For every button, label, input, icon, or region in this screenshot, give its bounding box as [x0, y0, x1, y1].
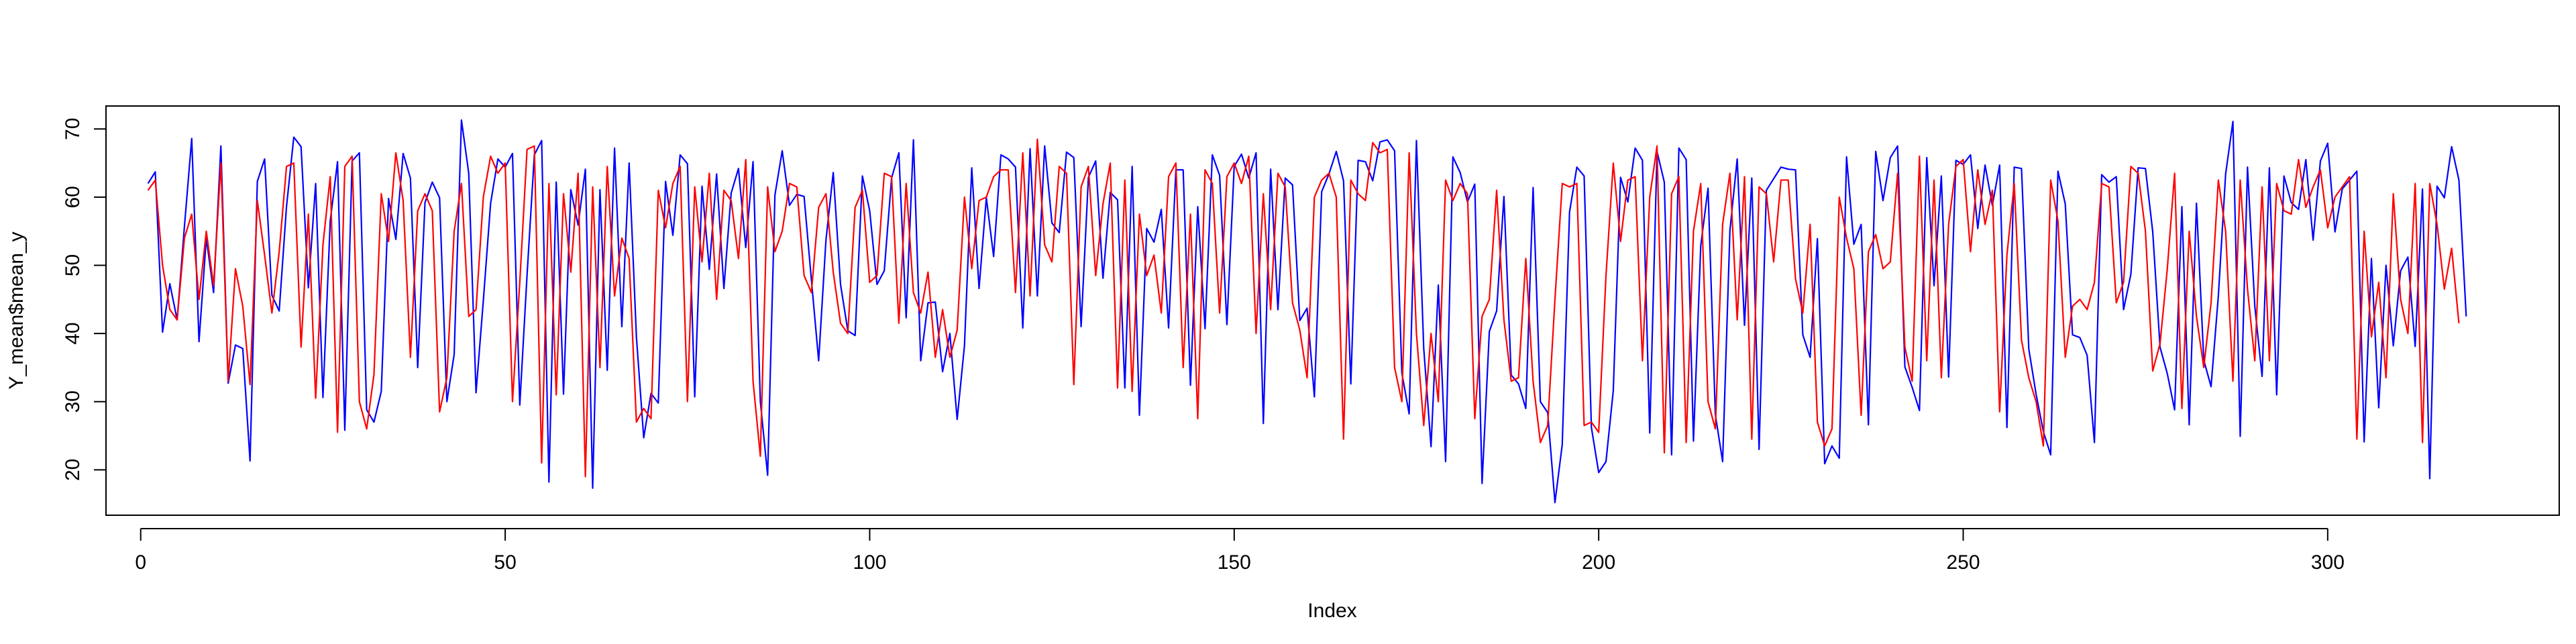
x-tick-label: 200	[1582, 551, 1615, 574]
y-tick-label: 20	[62, 459, 84, 481]
x-tick-label: 100	[853, 551, 886, 574]
y-tick-label: 30	[62, 390, 84, 413]
x-tick-label: 300	[2311, 551, 2345, 574]
x-tick-label: 150	[1218, 551, 1251, 574]
x-tick-label: 50	[494, 551, 516, 574]
y-tick-label: 60	[62, 186, 84, 208]
x-axis: 0 50 100 150 200 250 300	[135, 528, 2345, 574]
y-axis: 20 30 40 50 60 70	[62, 118, 107, 481]
x-axis-label: Index	[1307, 600, 1356, 622]
y-tick-label: 70	[62, 118, 84, 140]
y-tick-label: 50	[62, 254, 84, 276]
y-tick-label: 40	[62, 322, 84, 344]
series-line-2	[147, 138, 2460, 478]
x-tick-label: 250	[1946, 551, 1980, 574]
y-axis-label: Y_mean$mean_y	[5, 231, 28, 389]
x-tick-label: 0	[135, 551, 146, 574]
series-layer	[147, 119, 2467, 504]
